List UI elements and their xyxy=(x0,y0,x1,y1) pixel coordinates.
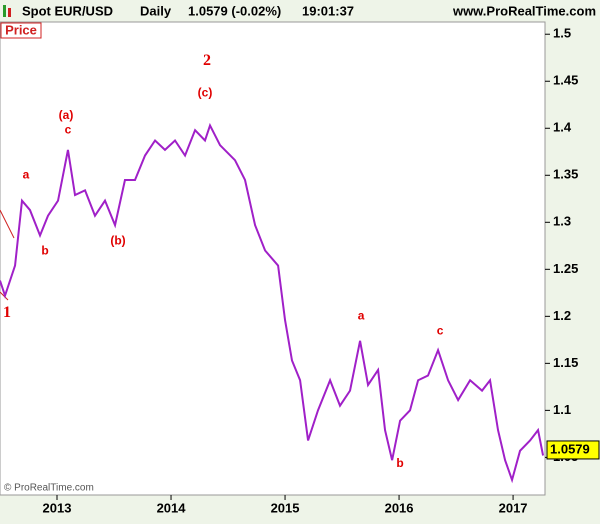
wave-label: c xyxy=(437,324,444,338)
y-tick-label: 1.35 xyxy=(553,167,578,182)
trend-line xyxy=(0,291,9,301)
trend-line xyxy=(0,209,15,239)
wave-label: c xyxy=(65,122,72,136)
time: 19:01:37 xyxy=(302,3,354,18)
panel-label-box xyxy=(0,22,42,39)
header-bar xyxy=(0,0,600,22)
y-tick-label: 1.4 xyxy=(553,120,572,135)
wave-label: 1 xyxy=(3,304,11,321)
x-tick-label: 2015 xyxy=(271,500,300,515)
y-tick-label: 1.45 xyxy=(553,73,578,88)
wave-label: a xyxy=(23,167,30,181)
y-tick-label: 1.5 xyxy=(553,26,571,41)
panel-label: Price xyxy=(5,22,37,37)
x-tick-label: 2017 xyxy=(499,500,528,515)
wave-label: a xyxy=(358,309,365,323)
y-tick-label: 1.1 xyxy=(553,402,571,417)
y-tick-label: 1.25 xyxy=(553,261,578,276)
price-line xyxy=(0,122,545,484)
period: Daily xyxy=(140,3,172,18)
x-tick-label: 2014 xyxy=(157,500,187,515)
wave-label: b xyxy=(41,244,48,258)
wave-label: 2 xyxy=(203,52,211,69)
last-price-label: 1.0579 xyxy=(550,441,590,456)
y-tick-label: 1.3 xyxy=(553,214,571,229)
wave-label: (c) xyxy=(198,86,213,100)
x-tick-label: 2016 xyxy=(385,500,414,515)
copyright: © ProRealTime.com xyxy=(4,483,94,494)
wave-label: b xyxy=(396,456,403,470)
x-tick-label: 2013 xyxy=(43,500,72,515)
y-tick-label: 1.2 xyxy=(553,308,571,323)
wave-label: (b) xyxy=(110,233,125,247)
icon xyxy=(8,8,11,17)
quote: 1.0579 (-0.02%) xyxy=(188,3,281,18)
symbol: Spot EUR/USD xyxy=(22,3,113,18)
wave-label: (a) xyxy=(59,108,74,122)
y-tick-label: 1.15 xyxy=(553,355,578,370)
last-price-box xyxy=(546,440,600,460)
site: www.ProRealTime.com xyxy=(452,3,596,18)
icon xyxy=(3,5,6,17)
